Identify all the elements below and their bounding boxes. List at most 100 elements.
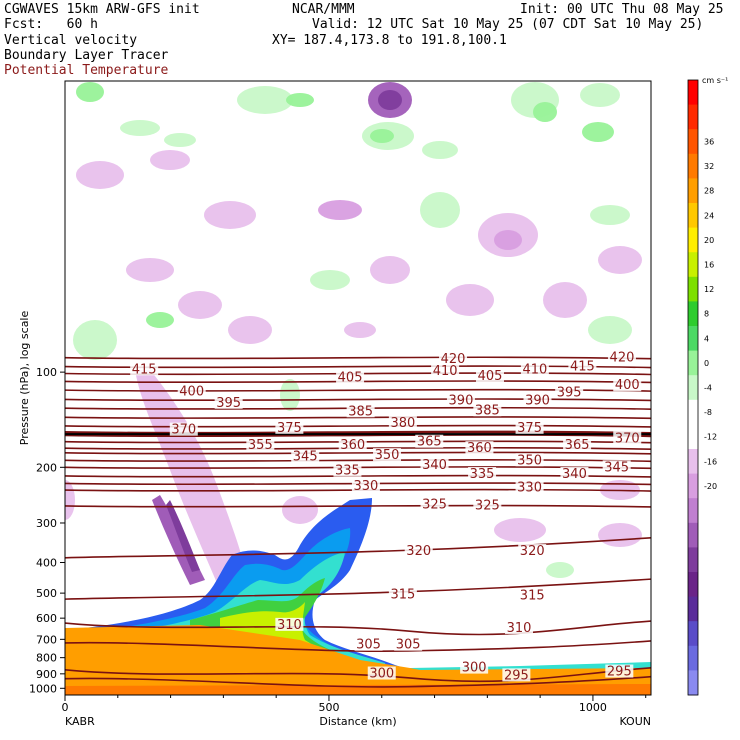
theta-contour-300 <box>65 667 651 683</box>
y-tick-label: 500 <box>36 587 57 600</box>
theta-contour-315 <box>65 578 651 600</box>
theta-label-350: 350 <box>517 453 542 468</box>
theta-contour-330 <box>65 488 651 492</box>
theta-label-bg <box>465 441 494 455</box>
field-potential-temperature: Potential Temperature <box>4 63 169 78</box>
velocity-cell <box>282 496 318 524</box>
theta-label-420: 420 <box>610 351 635 366</box>
velocity-cell <box>446 284 494 316</box>
velocity-cell <box>494 518 546 542</box>
theta-label-405: 405 <box>338 371 363 386</box>
theta-label-bg <box>214 395 243 409</box>
theta-contour-310 <box>65 620 651 636</box>
theta-label-bg <box>338 437 367 451</box>
theta-label-bg <box>602 460 631 474</box>
theta-label-bg <box>246 437 275 451</box>
theta-label-415: 415 <box>132 362 157 377</box>
theta-contour-305 <box>65 640 651 652</box>
potential-temperature-contours <box>65 356 651 688</box>
theta-label-315: 315 <box>520 588 545 603</box>
velocity-cell <box>580 83 620 107</box>
theta-contour-385 <box>65 416 651 420</box>
theta-label-355: 355 <box>248 438 273 453</box>
theta-label-300: 300 <box>369 667 394 682</box>
colorbar-swatch <box>688 596 698 622</box>
valid-time: Valid: 12 UTC Sat 10 May 25 (07 CDT Sat … <box>312 17 704 32</box>
subsidence-core-strong <box>166 500 200 572</box>
y-tick-label: 600 <box>36 612 57 625</box>
theta-label-335: 335 <box>335 464 360 479</box>
center-label: NCAR/MMM <box>292 2 355 17</box>
theta-contour-335 <box>65 482 651 486</box>
colorbar-swatch <box>688 375 698 401</box>
theta-label-bg <box>505 621 534 635</box>
colorbar-tick-label: -16 <box>704 457 717 466</box>
theta-label-420: 420 <box>441 352 466 367</box>
velocity-cell <box>76 161 124 189</box>
colorbar-swatch <box>688 399 698 425</box>
velocity-cell <box>318 200 362 220</box>
velocity-cell <box>533 102 557 122</box>
velocity-cell <box>422 141 458 159</box>
theta-contour-350 <box>65 459 651 463</box>
colorbar-frame <box>687 79 699 696</box>
theta-label-bg <box>388 416 417 430</box>
theta-label-bg <box>473 403 502 417</box>
velocity-cell <box>370 256 410 284</box>
theta-label-335: 335 <box>470 467 495 482</box>
theta-label-bg <box>460 660 489 674</box>
velocity-cell <box>344 322 376 338</box>
theta-label-bg <box>605 664 634 678</box>
theta-label-320: 320 <box>520 544 545 559</box>
theta-label-bg <box>291 449 320 463</box>
theta-label-bg <box>607 350 636 364</box>
velocity-cell <box>286 93 314 107</box>
theta-label-325: 325 <box>422 497 447 512</box>
colorbar-tick-label: -20 <box>704 482 717 491</box>
theta-label-385: 385 <box>475 403 500 418</box>
colorbar-tick-label: 28 <box>704 187 714 196</box>
theta-label-bg <box>555 385 584 399</box>
y-tick-label: 700 <box>36 633 57 646</box>
x-endpoint-left: KABR <box>65 715 95 728</box>
theta-label-400: 400 <box>179 384 204 399</box>
theta-label-bg <box>520 362 549 376</box>
theta-label-375: 375 <box>517 421 542 436</box>
theta-label-330: 330 <box>517 481 542 496</box>
colorbar-swatch <box>688 301 698 327</box>
theta-label-340: 340 <box>562 467 587 482</box>
velocity-cell <box>280 379 300 411</box>
theta-label-bg <box>420 458 449 472</box>
theta-label-310: 310 <box>277 618 302 633</box>
init-time: Init: 00 UTC Thu 08 May 25 <box>520 2 724 17</box>
theta-label-395: 395 <box>557 386 582 401</box>
theta-label-325: 325 <box>475 498 500 513</box>
theta-contour-355 <box>65 451 651 455</box>
theta-label-bg <box>468 467 497 481</box>
theta-label-390: 390 <box>525 394 550 409</box>
colorbar-swatch <box>688 80 698 106</box>
velocity-cell <box>178 291 222 319</box>
velocity-cell <box>204 201 256 229</box>
theta-label-410: 410 <box>433 364 458 379</box>
y-tick-label: 800 <box>36 652 57 665</box>
colorbar-swatch <box>688 522 698 548</box>
colorbar-swatch <box>688 104 698 130</box>
field-vertical-velocity: Vertical velocity <box>4 33 138 48</box>
theta-label-305: 305 <box>396 638 421 653</box>
colorbar-swatch <box>688 621 698 647</box>
theta-contour-325 <box>65 504 651 508</box>
colorbar-swatch <box>688 276 698 302</box>
theta-label-400: 400 <box>615 378 640 393</box>
theta-label-bg <box>502 668 531 682</box>
colorbar-tick-label: 20 <box>704 236 714 245</box>
colorbar-swatch <box>688 178 698 204</box>
theta-label-bg <box>130 362 159 376</box>
colorbar-swatch <box>688 252 698 278</box>
velocity-cell <box>588 316 632 344</box>
cross-section-endpoints: XY= 187.4,173.8 to 191.8,100.1 <box>272 33 507 48</box>
subsidence-band <box>135 370 250 590</box>
y-tick-label: 1000 <box>29 682 57 695</box>
theta-label-360: 360 <box>340 438 365 453</box>
